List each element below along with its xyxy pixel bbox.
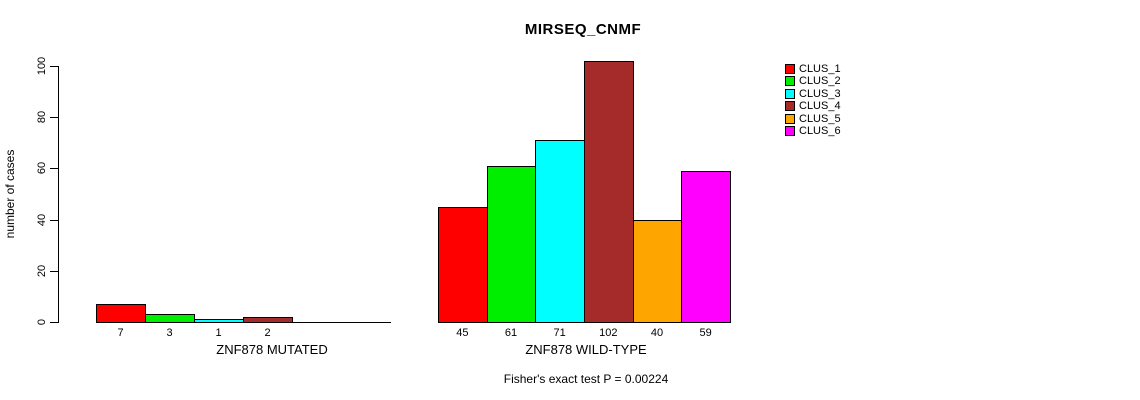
bar-value-label: 2 xyxy=(264,327,271,339)
y-axis-tick xyxy=(50,219,58,221)
bar-clus_5 xyxy=(633,220,682,323)
y-axis-tick-label: 60 xyxy=(36,162,48,175)
legend-label: CLUS_3 xyxy=(799,87,841,100)
bar-clus_3 xyxy=(194,319,244,323)
legend-swatch-icon xyxy=(785,76,795,87)
y-axis-label: number of cases xyxy=(3,149,17,239)
bar-value-label: 59 xyxy=(699,327,712,339)
bar-zero-clus_6 xyxy=(341,322,391,323)
bar-clus_3 xyxy=(535,140,585,323)
legend-swatch-icon xyxy=(785,101,795,112)
y-axis-line xyxy=(58,66,59,323)
legend-swatch-icon xyxy=(785,113,795,124)
legend-swatch-icon xyxy=(785,64,795,74)
legend-label: CLUS_1 xyxy=(799,63,841,75)
bar-value-label: 40 xyxy=(650,327,664,339)
legend-swatch-icon xyxy=(785,125,795,136)
bar-value-label: 71 xyxy=(553,327,566,339)
x-axis-group-label-wildtype: ZNF878 WILD-TYPE xyxy=(525,342,647,357)
y-axis-tick xyxy=(50,168,58,170)
bar-clus_2 xyxy=(145,314,195,323)
y-axis-tick xyxy=(50,322,58,323)
bar-value-label: 45 xyxy=(456,327,469,339)
legend-label: CLUS_6 xyxy=(799,124,841,137)
legend-label: CLUS_4 xyxy=(799,100,841,113)
bar-zero-clus_5 xyxy=(292,322,342,323)
bar-clus_4 xyxy=(584,61,634,323)
bar-clus_4 xyxy=(243,317,293,323)
bar-value-label: 61 xyxy=(504,327,518,339)
y-axis-tick-label: 100 xyxy=(36,56,48,76)
bar-value-label: 3 xyxy=(166,327,173,339)
y-axis-tick-label: 80 xyxy=(36,111,48,124)
y-axis-tick xyxy=(50,66,58,67)
bar-clus_1 xyxy=(438,207,488,323)
bar-value-label: 7 xyxy=(117,327,124,339)
bar-value-label: 1 xyxy=(215,327,222,339)
bar-value-label: 102 xyxy=(599,327,618,339)
legend-swatch-icon xyxy=(785,88,795,99)
y-axis-tick-label: 20 xyxy=(36,264,48,277)
fisher-test-annotation: Fisher's exact test P = 0.00224 xyxy=(503,372,669,386)
y-axis-tick xyxy=(50,270,58,272)
x-axis-group-label-mutated: ZNF878 MUTATED xyxy=(216,342,328,357)
bar-clus_2 xyxy=(487,166,536,323)
legend-label: CLUS_5 xyxy=(799,112,841,125)
y-axis-tick xyxy=(50,117,58,119)
bar-clus_1 xyxy=(96,304,146,323)
legend-label: CLUS_2 xyxy=(799,75,841,88)
y-axis-tick-label: 0 xyxy=(36,318,48,326)
bar-clus_6 xyxy=(681,171,731,323)
chart-title: MIRSEQ_CNMF xyxy=(524,21,642,38)
y-axis-tick-label: 40 xyxy=(36,213,48,226)
